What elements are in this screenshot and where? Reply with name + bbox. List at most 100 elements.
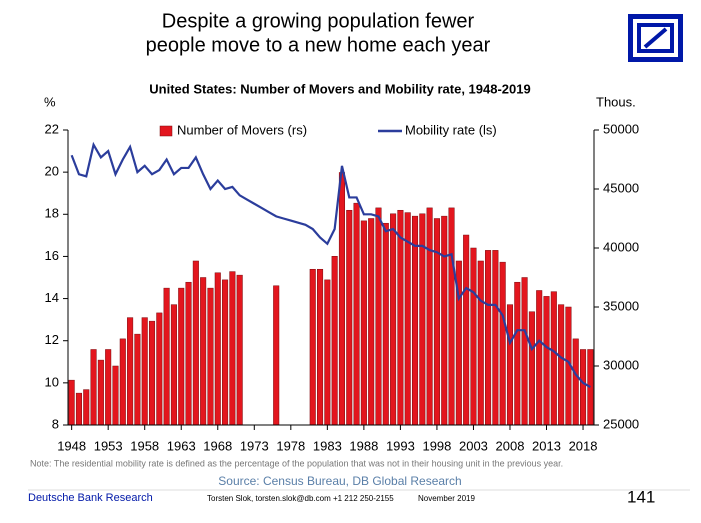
y2-tick-label: 25000 (603, 416, 639, 431)
bar (441, 215, 448, 426)
bar (141, 317, 148, 426)
bar (148, 320, 156, 426)
page-number: 141 (627, 487, 655, 506)
bar (324, 279, 331, 426)
x-tick-label: 1968 (203, 438, 232, 453)
bar (470, 247, 477, 426)
y2-tick-label: 35000 (603, 298, 639, 313)
bar (404, 212, 411, 426)
note: Note: The residential mobility rate is d… (30, 458, 563, 468)
x-tick-label: 1983 (313, 438, 342, 453)
bar (499, 261, 506, 426)
bar (97, 359, 104, 426)
bar (185, 281, 192, 426)
headline: Despite a growing population fewer (162, 10, 475, 32)
legend-label: Mobility rate (ls) (405, 122, 497, 137)
y-tick-label: 22 (45, 121, 59, 136)
bar (521, 277, 528, 426)
logo (628, 14, 683, 62)
bar (485, 250, 492, 426)
bar (119, 338, 126, 426)
x-tick-label: 2008 (496, 438, 525, 453)
y-tick-label: 10 (45, 374, 59, 389)
bar (572, 338, 579, 426)
bar (528, 311, 535, 426)
y-tick-label: 14 (45, 290, 59, 305)
y-axis-label: % (44, 94, 56, 109)
bar (536, 290, 543, 426)
bar (156, 312, 163, 426)
bar (397, 209, 404, 426)
bar (492, 250, 499, 426)
x-tick-label: 1963 (167, 438, 196, 453)
x-tick-label: 1998 (422, 438, 451, 453)
bar (170, 304, 177, 426)
y-tick-label: 16 (45, 248, 59, 263)
legend-label: Number of Movers (rs) (177, 122, 307, 137)
x-tick-label: 1948 (57, 438, 86, 453)
bar (105, 349, 112, 426)
bar (163, 287, 170, 426)
chart-title: United States: Number of Movers and Mobi… (149, 81, 530, 96)
bar (178, 287, 185, 426)
y-tick-label: 18 (45, 206, 59, 221)
bar (433, 218, 440, 426)
bar (550, 291, 557, 426)
x-tick-label: 1988 (349, 438, 378, 453)
bar (207, 287, 214, 426)
y-tick-label: 8 (52, 416, 59, 431)
x-tick-label: 2018 (569, 438, 598, 453)
headline: people move to a new home each year (146, 34, 491, 56)
bar (463, 234, 470, 426)
footer-date: November 2019 (418, 494, 475, 503)
bar (134, 333, 141, 426)
bar (346, 209, 353, 426)
x-tick-label: 1978 (276, 438, 305, 453)
y2-axis-label: Thous. (596, 94, 636, 109)
bar (411, 215, 419, 426)
x-tick-label: 1993 (386, 438, 415, 453)
bar (273, 285, 280, 426)
x-tick-label: 1953 (94, 438, 123, 453)
bar (214, 272, 221, 426)
footer-contact: Torsten Slok, torsten.slok@db.com +1 212… (207, 494, 394, 503)
x-tick-label: 1958 (130, 438, 159, 453)
bar (506, 304, 514, 426)
footer-brand: Deutsche Bank Research (28, 492, 153, 504)
x-tick-label: 2013 (532, 438, 561, 453)
y-tick-label: 20 (45, 164, 59, 179)
y-tick-label: 12 (45, 332, 59, 347)
bar (83, 389, 90, 426)
bar (338, 172, 345, 426)
bar (200, 277, 207, 426)
x-tick-label: 2003 (459, 438, 488, 453)
bar (448, 207, 455, 426)
bar (580, 349, 587, 426)
plot: 8 10 12 14 16 18 20 22 25000 30000 35000 40000 45000… (45, 121, 640, 453)
bar (558, 304, 565, 426)
bar (222, 279, 229, 426)
bar (514, 281, 521, 426)
bar (375, 207, 382, 426)
x-tick-label: 1973 (240, 438, 269, 453)
bar (426, 207, 433, 426)
bar (68, 379, 75, 426)
bar (75, 392, 82, 426)
bar (112, 365, 119, 426)
y2-tick-label: 45000 (603, 180, 639, 195)
bar (90, 349, 97, 426)
line (70, 141, 591, 389)
bar (353, 202, 360, 426)
bar (587, 349, 594, 426)
bar (236, 274, 243, 426)
bar (192, 260, 199, 426)
bar (229, 271, 236, 426)
bar (317, 268, 324, 426)
y2-tick-label: 30000 (603, 357, 639, 372)
bar (382, 222, 389, 426)
bar (127, 317, 134, 426)
y2-tick-label: 50000 (603, 121, 639, 136)
source: Source: Census Bureau, DB Global Researc… (218, 474, 461, 488)
bar (543, 296, 550, 426)
